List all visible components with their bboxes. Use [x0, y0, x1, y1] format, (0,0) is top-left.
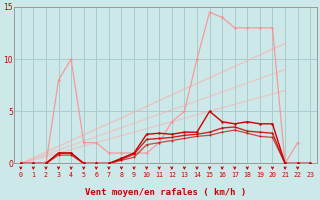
X-axis label: Vent moyen/en rafales ( km/h ): Vent moyen/en rafales ( km/h ): [85, 188, 246, 197]
